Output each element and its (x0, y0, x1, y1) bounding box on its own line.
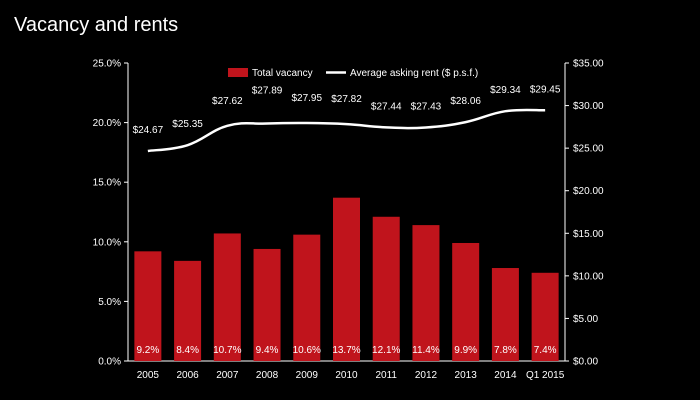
vacancy-bar (372, 216, 400, 361)
x-tick-label: 2008 (256, 370, 279, 381)
x-tick-label: 2007 (216, 370, 239, 381)
vacancy-bar-label: 12.1% (372, 345, 400, 356)
vacancy-bar (333, 197, 360, 361)
rent-line (147, 108, 546, 153)
rent-line-label: $29.45 (530, 84, 561, 95)
vacancy-bar-label: 11.4% (412, 345, 440, 356)
rent-line-label: $27.89 (252, 86, 283, 97)
vacancy-bar-label: 9.2% (136, 345, 159, 356)
vacancy-bar (491, 268, 519, 361)
y-right-tick-label: $25.00 (573, 144, 604, 155)
x-tick-label: 2006 (176, 370, 199, 381)
x-tick-label: 2014 (494, 370, 517, 381)
x-tick-label: 2013 (455, 370, 478, 381)
vacancy-bar-label: 13.7% (332, 345, 360, 356)
vacancy-bar-label: 9.9% (454, 345, 477, 356)
rent-line-label: $27.44 (371, 101, 402, 112)
rent-line-label: $25.35 (172, 119, 203, 130)
y-left-tick-label: 10.0% (93, 237, 121, 248)
y-right-tick-label: $20.00 (573, 186, 604, 197)
rent-line-label: $27.95 (291, 93, 322, 104)
vacancy-bar (293, 234, 321, 361)
vacancy-bar (253, 248, 281, 361)
y-right-tick-label: $10.00 (573, 271, 604, 282)
vacancy-bar (134, 251, 162, 361)
vacancy-bar (213, 233, 241, 361)
vacancy-bar-label: 10.6% (293, 345, 321, 356)
vacancy-bar-label: 9.4% (256, 345, 279, 356)
vacancy-bar-label: 8.4% (176, 345, 199, 356)
vacancy-bar-label: 10.7% (213, 345, 241, 356)
y-left-tick-label: 20.0% (93, 118, 121, 129)
y-left-tick-label: 5.0% (98, 297, 121, 308)
legend-vacancy-swatch (228, 68, 248, 77)
x-tick-label: 2012 (415, 370, 438, 381)
page-title: Vacancy and rents (14, 14, 179, 36)
y-left-tick-label: 25.0% (93, 59, 121, 70)
y-right-tick-label: $30.00 (573, 101, 604, 112)
vacancy-bar-label: 7.8% (494, 345, 517, 356)
y-right-tick-label: $35.00 (573, 59, 604, 70)
x-tick-label: 2009 (296, 370, 319, 381)
rent-line-label: $27.82 (331, 94, 362, 105)
vacancy-bar (531, 272, 559, 361)
y-right-tick-label: $5.00 (573, 314, 598, 325)
legend-rent-label: Average asking rent ($ p.s.f.) (350, 68, 478, 79)
rent-line-label: $27.62 (212, 96, 243, 107)
legend-vacancy-label: Total vacancy (252, 68, 313, 79)
rent-line-label: $29.34 (490, 85, 521, 96)
x-tick-label: 2005 (137, 370, 160, 381)
rent-line-label: $24.67 (133, 125, 164, 136)
rent-line-label: $28.06 (450, 96, 481, 107)
vacancy-bar (174, 260, 202, 361)
rent-line-label: $27.43 (411, 101, 442, 112)
y-left-tick-label: 15.0% (93, 178, 121, 189)
y-right-tick-label: $15.00 (573, 229, 604, 240)
x-tick-label: 2011 (375, 370, 397, 381)
y-left-tick-label: 0.0% (98, 357, 121, 368)
vacancy-bar (452, 242, 480, 361)
vacancy-bar (412, 225, 440, 361)
y-right-tick-label: $0.00 (573, 357, 598, 368)
vacancy-bar-label: 7.4% (534, 345, 557, 356)
x-tick-label: 2010 (335, 370, 358, 381)
x-tick-label: Q1 2015 (526, 370, 565, 381)
